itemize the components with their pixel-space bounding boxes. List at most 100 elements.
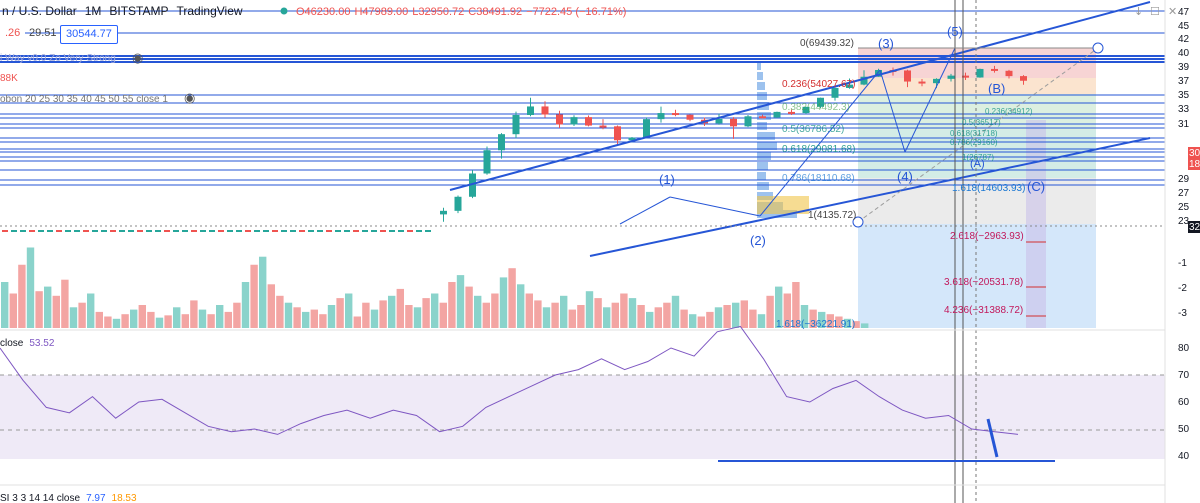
horizontal-levels [0, 10, 1165, 186]
candle-body-early [227, 230, 233, 232]
rsi-axis-50: 50 [1178, 424, 1190, 435]
scroll-down-icon[interactable]: ↓ [1134, 5, 1144, 18]
fib-anchor-bottom[interactable] [852, 216, 864, 228]
volume-bar [560, 295, 568, 328]
candle-body [904, 70, 911, 82]
rsi-axis-40: 40 [1178, 451, 1190, 462]
candle-body [1005, 70, 1013, 77]
close-icon[interactable]: ✕ [1168, 5, 1178, 18]
fib-zone-grey [858, 178, 1096, 224]
symbol-title[interactable]: n / U.S. Dollar 1M BITSTAMP TradingView [2, 4, 243, 18]
volume-bar [18, 264, 26, 328]
candle-body [469, 173, 476, 197]
volume-bar [413, 307, 422, 328]
volume-bar [310, 309, 318, 328]
candle-body-early [254, 230, 260, 232]
volume-bar [267, 284, 275, 328]
volume-bar [164, 315, 172, 328]
eye-icon-2[interactable]: ◉ [184, 90, 195, 105]
volume-bar [671, 295, 680, 328]
ohlc-readout: O46230.00 H47989.00 L32950.72 C38491.92 −772… [296, 6, 626, 18]
candle-body-early [398, 230, 404, 232]
price-axis-label: 39 [1178, 62, 1190, 73]
candle-body-early [236, 230, 242, 232]
volume-bar [568, 309, 576, 328]
volume-bar [809, 309, 817, 328]
candle-body [556, 114, 563, 125]
candle-body [440, 210, 447, 215]
volume-bars [1, 247, 869, 328]
volume-bar [663, 302, 671, 328]
rsi-axis-80: 80 [1178, 343, 1190, 354]
volume-bar [87, 293, 95, 328]
volume-profile-row [757, 132, 775, 140]
eye-icon-1[interactable]: ◉ [132, 50, 143, 65]
fib-label-0382: 0.382(44492.3) [782, 102, 850, 113]
candle-body-early [389, 230, 395, 232]
price-axis-label: 31 [1178, 119, 1190, 130]
candle-body [802, 106, 810, 114]
volume-bar [431, 293, 439, 328]
volume-bar [276, 295, 284, 328]
volume-bar [370, 309, 379, 328]
candle-body [657, 113, 665, 120]
volume-profile-row [757, 92, 767, 100]
candle-body-early [335, 230, 341, 232]
volume-bar [422, 298, 430, 328]
rsi-axis-60: 60 [1178, 397, 1190, 408]
upper-channel-line[interactable] [449, 1, 1151, 191]
rsi-line [0, 325, 1019, 435]
price-axis-label: 25 [1178, 202, 1190, 213]
volume-bar [78, 302, 86, 328]
volume-bar [396, 288, 404, 328]
candle-body [498, 134, 505, 151]
candle-body-early [245, 230, 251, 232]
candle-body-early [191, 230, 197, 232]
volume-bar [577, 305, 585, 328]
candle-body-early [317, 230, 323, 232]
wave-label-4: (4) [897, 169, 913, 184]
small-fib-05: 0.5(36517) [962, 118, 1001, 127]
rsi-trend-stroke[interactable] [986, 418, 999, 458]
volume-bar [594, 298, 602, 328]
volume-bar [499, 277, 508, 328]
candle-body [962, 75, 969, 78]
volume-bar [44, 286, 52, 328]
volume-profile-row [757, 152, 771, 160]
volume-bar [508, 268, 516, 328]
volume-bar [379, 300, 387, 328]
rsi-band [0, 375, 1165, 459]
fib-label-05: 0.5(36786.52) [782, 124, 844, 135]
wave-label-5: (5) [947, 24, 963, 39]
candle-body-early [38, 230, 44, 232]
candle-body [947, 75, 955, 79]
candle-body-early [209, 230, 215, 232]
indicator-line-2: 88K [0, 73, 18, 84]
volume-bar [362, 302, 370, 328]
fib-anchor-top[interactable] [1092, 42, 1104, 54]
volume-bar [439, 302, 447, 328]
lower-channel-line[interactable] [589, 137, 1151, 257]
small-fib-0236: 0.236(34912) [985, 107, 1033, 116]
volume-bar [482, 302, 490, 328]
volume-bar [353, 316, 361, 328]
candle-body [715, 118, 723, 124]
price-axis-bg [1165, 0, 1200, 503]
fib-label-neg1618: 1.618(−36221.91) [776, 319, 855, 330]
wave-label-1: (1) [659, 172, 675, 187]
fib-label-1: 1(4135.72) [808, 210, 856, 221]
indicator-value-c: 30544.77 [60, 25, 118, 44]
candle-body-early [92, 230, 98, 232]
volume-bar [603, 307, 611, 328]
candle-body-early [11, 230, 17, 232]
candle-body-early [218, 230, 224, 232]
volume-bar [723, 305, 731, 328]
stoch-label: SI 3 3 14 14 close 7.97 18.53 [0, 493, 137, 503]
candle-body-early [407, 230, 413, 232]
candle-body-early [146, 230, 152, 232]
volume-bar [766, 295, 774, 328]
price-axis-label: 42 [1178, 34, 1190, 45]
volume-bar [405, 305, 413, 328]
maximize-icon[interactable]: ☐ [1150, 5, 1160, 18]
